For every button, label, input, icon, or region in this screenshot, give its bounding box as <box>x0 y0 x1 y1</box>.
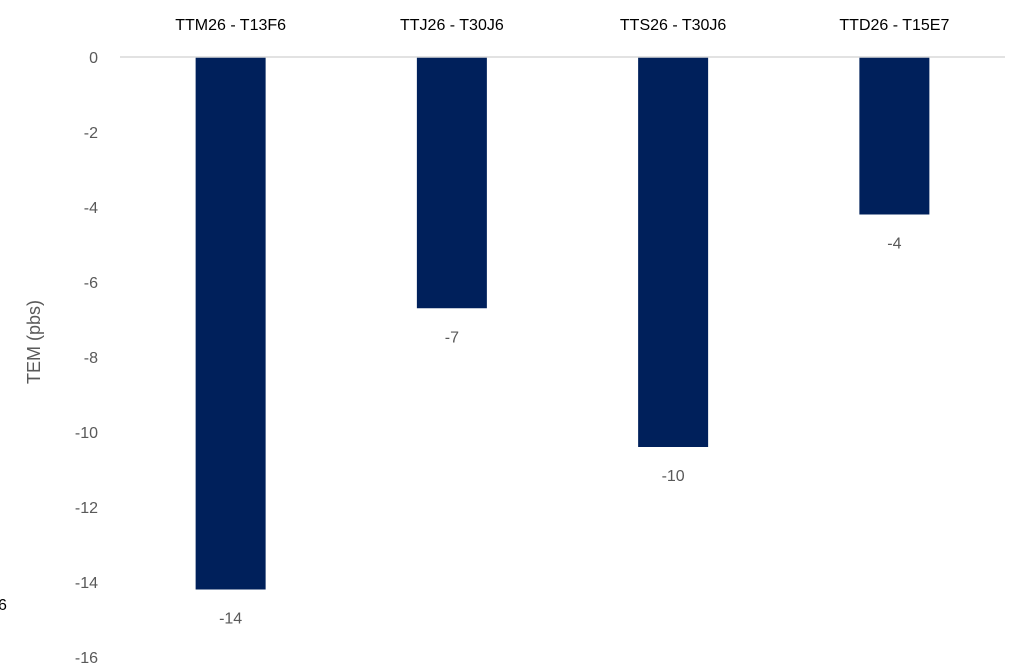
category-label: TTJ26 - T30J6 <box>400 17 504 34</box>
y-tick-label: -6 <box>84 275 98 292</box>
y-axis-title: TEM (pbs) <box>24 300 44 384</box>
y-tick-label: -2 <box>84 125 98 142</box>
clipped-text-fragment: 6 <box>0 597 7 614</box>
category-label: TTD26 - T15E7 <box>839 17 949 34</box>
y-tick-label: -16 <box>75 650 98 666</box>
bar <box>638 57 709 447</box>
category-label: TTS26 - T30J6 <box>620 17 727 34</box>
bar <box>416 57 487 309</box>
bar <box>195 57 266 590</box>
bar <box>859 57 930 215</box>
category-label: TTM26 - T13F6 <box>175 17 286 34</box>
y-tick-label: -14 <box>75 575 98 592</box>
category-labels: TTM26 - T13F6 TTJ26 - T30J6 TTS26 - T30J6 T… <box>175 17 949 34</box>
data-label: -4 <box>887 236 901 253</box>
data-label: -14 <box>219 611 242 628</box>
data-labels: -14 -7 -10 -4 <box>219 236 902 628</box>
data-label: -7 <box>445 329 459 346</box>
y-tick-label: -8 <box>84 350 98 367</box>
y-tick-label: -10 <box>75 425 98 442</box>
bars <box>195 57 930 590</box>
y-tick-label: -4 <box>84 200 98 217</box>
y-axis-ticks: 0 -2 -4 -6 -8 -10 -12 -14 -16 <box>75 50 98 666</box>
y-tick-label: 0 <box>89 50 98 67</box>
y-tick-label: -12 <box>75 500 98 517</box>
data-label: -10 <box>662 468 685 485</box>
